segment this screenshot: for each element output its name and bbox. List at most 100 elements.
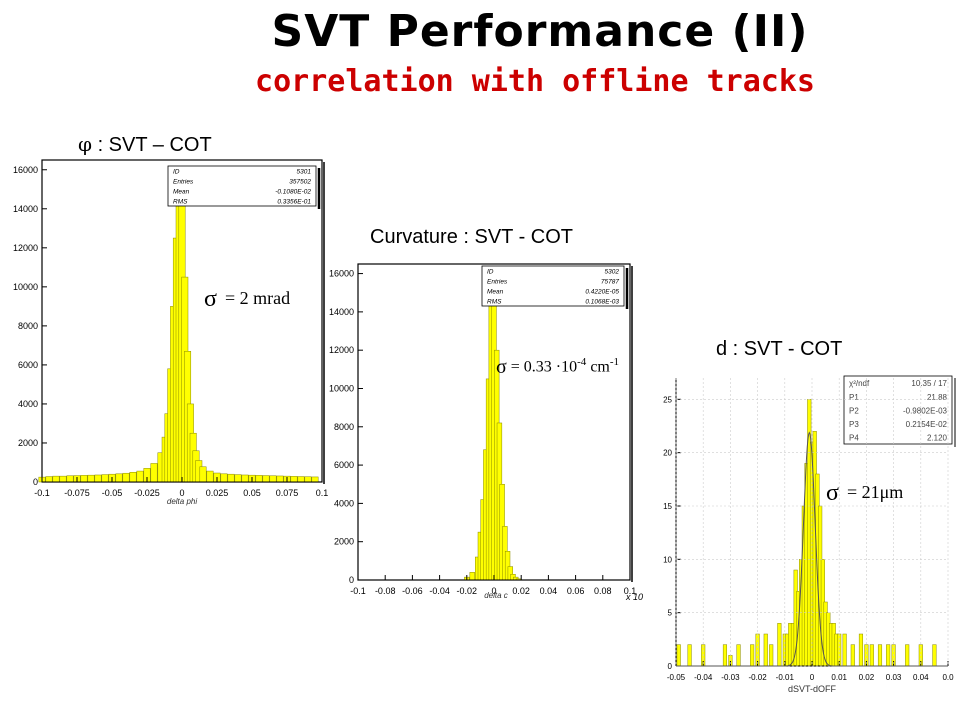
phi-bar — [199, 466, 207, 483]
d-bar — [769, 644, 774, 667]
phi-x-tick-label: -0.05 — [102, 488, 123, 498]
curv-y-tick-label: 16000 — [329, 269, 354, 279]
histogram-d: -0.05 -0.04 -0.03 -0.02 -0.01 0 0.01 0.02 0.03 0.… — [663, 375, 956, 694]
curv-stats-label: RMS — [487, 299, 502, 306]
curv-x-axis-label: delta c — [484, 591, 508, 600]
d-x-tick-label: 0.04 — [913, 673, 929, 682]
phi-bar — [269, 475, 277, 483]
phi-bar — [276, 475, 284, 483]
curv-x-tick-label: -0.04 — [429, 586, 450, 596]
phi-stats-label: RMS — [173, 199, 188, 206]
phi-symbol: φ — [78, 132, 93, 156]
curv-y-tick-label: 6000 — [334, 460, 354, 470]
d-stats-value: 2.120 — [927, 434, 948, 443]
curv-x-tick-label: 0.04 — [540, 586, 558, 596]
phi-bar — [227, 473, 235, 483]
phi-y-tick-label: 12000 — [13, 243, 38, 253]
d-stats-label: P4 — [849, 434, 859, 443]
curv-y-tick-label: 10000 — [329, 383, 354, 393]
curv-x-tick-label: -0.06 — [402, 586, 423, 596]
phi-stats-value: -0.1080E-02 — [275, 189, 311, 196]
d-panel-label: d : SVT - COT — [716, 338, 843, 360]
d-stats-label: χ²/ndf — [849, 379, 870, 388]
curv-y-tick-label: 2000 — [334, 537, 354, 547]
d-stats-label: P2 — [849, 406, 859, 415]
phi-x-tick-label: 0.05 — [243, 488, 261, 498]
d-y-tick-label: 20 — [663, 449, 672, 458]
phi-bar — [87, 474, 95, 483]
d-x-tick-label: -0.04 — [694, 673, 713, 682]
curv-stats-label: Entries — [487, 279, 508, 286]
phi-x-tick-label: 0.075 — [276, 488, 299, 498]
phi-label-text: : SVT – COT — [92, 134, 212, 156]
phi-y-tick-label: 8000 — [18, 321, 38, 331]
phi-y-tick-label: 0 — [33, 477, 38, 487]
curv-stats-box — [481, 265, 625, 307]
phi-stats-label: Entries — [173, 179, 194, 186]
phi-bar — [129, 471, 137, 483]
phi-bar — [66, 475, 74, 483]
d-x-tick-label: -0.03 — [721, 673, 740, 682]
d-fit-curve — [676, 431, 948, 667]
d-x-tick-label: 0.0 — [942, 673, 954, 682]
d-stats-value: 21.88 — [927, 393, 948, 402]
phi-bar — [304, 476, 312, 483]
curv-x-tick-label: 0.02 — [512, 586, 530, 596]
phi-y-tick-label: 2000 — [18, 438, 38, 448]
d-bar — [877, 644, 883, 667]
d-x-tick-label: 0.01 — [831, 673, 847, 682]
d-bar — [736, 644, 741, 667]
curv-x-tick-label: -0.02 — [457, 586, 478, 596]
curv-y-tick-label: 0 — [349, 575, 354, 585]
d-x-tick-label: 0 — [810, 673, 815, 682]
d-sigma-annotation: σ = 21μm — [826, 480, 904, 506]
curvature-panel-label: Curvature : SVT - COT — [370, 226, 574, 248]
d-y-tick-label: 15 — [663, 502, 672, 511]
d-bar — [869, 644, 874, 667]
d-bar — [750, 644, 755, 667]
curv-x-tick-label: 0.08 — [594, 586, 612, 596]
d-stats-value: 10.35 / 17 — [911, 379, 947, 388]
curv-x-tick-label: 0.1 — [624, 586, 637, 596]
phi-x-tick-label: 0.025 — [206, 488, 229, 498]
phi-bar — [234, 474, 242, 483]
d-stats-label: P1 — [849, 393, 859, 402]
d-x-tick-label: 0.02 — [859, 673, 875, 682]
phi-bar — [136, 470, 144, 483]
curv-stats-value: 5302 — [605, 269, 620, 276]
curv-x-tick-label: -0.08 — [375, 586, 396, 596]
d-bar — [905, 644, 910, 667]
histogram-delta-phi: -0.1 -0.075 -0.05 -0.025 0 0.025 0.05 0.075 0.1 0… — [13, 159, 329, 506]
d-stats-label: P3 — [849, 420, 859, 429]
phi-y-tick-label: 14000 — [13, 204, 38, 214]
d-x-tick-label: 0.03 — [886, 673, 902, 682]
phi-stats-value: 0.3356E-01 — [277, 199, 311, 206]
curv-y-tick-label: 12000 — [329, 345, 354, 355]
curv-stats-value: 0.4220E-05 — [585, 289, 619, 296]
phi-x-tick-label: 0 — [179, 488, 184, 498]
phi-x-tick-label: 0.1 — [316, 488, 329, 498]
phi-bar — [52, 475, 60, 483]
phi-bar — [115, 473, 123, 483]
phi-bar — [297, 476, 305, 483]
curv-sigma-annotation: σ = 0.33 ·10-4 cm-1 — [496, 356, 620, 379]
phi-stats-box — [167, 165, 317, 207]
page-subtitle: correlation with offline tracks — [255, 64, 815, 99]
phi-stats-label: Mean — [173, 189, 190, 196]
page-title: SVT Performance (II) — [271, 6, 809, 57]
phi-stats-value: 357502 — [289, 179, 311, 186]
curv-x-tick-label: 0.06 — [567, 586, 585, 596]
phi-bar — [220, 473, 228, 483]
d-stats-box — [843, 375, 953, 445]
curv-x-multiplier: x 10 — [625, 592, 643, 602]
phi-x-tick-label: -0.075 — [64, 488, 90, 498]
curv-x-tick-label: 0 — [491, 586, 496, 596]
d-x-tick-label: -0.02 — [748, 673, 767, 682]
phi-bar — [94, 474, 102, 483]
histogram-delta-c: -0.1 -0.08 -0.06 -0.04 -0.02 0 0.02 0.04 0.06 0.0… — [329, 263, 643, 602]
phi-panel-label: φ : SVT – COT — [78, 132, 212, 157]
phi-x-tick-label: -0.1 — [34, 488, 50, 498]
curv-y-tick-label: 8000 — [334, 422, 354, 432]
d-bar — [850, 644, 855, 667]
phi-x-axis-label: delta phi — [167, 497, 197, 506]
